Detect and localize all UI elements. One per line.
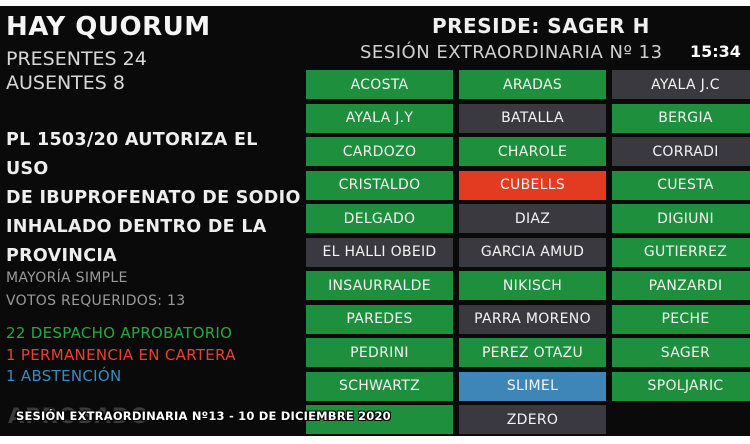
legislator-cell: PECHE (612, 304, 750, 334)
legislator-cell: DELGADO (306, 204, 453, 233)
result-abstention: 1 ABSTENCIÓN (6, 367, 122, 385)
legislator-cell: ARADAS (459, 70, 606, 99)
legislator-cell: SAGER (612, 338, 750, 367)
result-approve: 22 DESPACHO APROBATORIO (6, 324, 233, 342)
legislator-cell: DIGIUNI (612, 204, 750, 233)
voting-board: HAY QUORUM PRESENTES 24 AUSENTES 8 PL 15… (0, 6, 750, 436)
legislator-cell: CRISTALDO (306, 170, 453, 200)
legislator-cell: BATALLA (459, 103, 606, 133)
bill-line: INHALADO DENTRO DE LA (6, 217, 267, 237)
majority-type: MAYORÍA SIMPLE (6, 270, 128, 286)
bill-line: PL 1503/20 AUTORIZA EL USO (6, 130, 258, 179)
clock: 15:34 (690, 42, 741, 61)
legislator-cell: SLIMEL (459, 371, 606, 401)
legislator-cell (306, 405, 453, 434)
legislator-cell: PANZARDI (612, 271, 750, 300)
president-label: PRESIDE: SAGER H (432, 14, 650, 38)
ausentes-count: AUSENTES 8 (6, 72, 125, 94)
session-footer: SESIÓN EXTRAORDINARIA Nº13 - 10 DE DICIE… (16, 409, 391, 423)
legislator-cell: PARRA MORENO (459, 304, 606, 334)
legislator-cell: CUESTA (612, 170, 750, 200)
approved-watermark: APROBADO (8, 404, 150, 428)
quorum-status: HAY QUORUM (6, 12, 211, 42)
legislator-cell: CHAROLE (459, 137, 606, 166)
presentes-count: PRESENTES 24 (6, 48, 147, 70)
legislator-cell: AYALA J.C (612, 70, 750, 99)
legislator-cell: AYALA J.Y (306, 103, 453, 133)
legislator-cell: INSAURRALDE (306, 271, 453, 300)
bill-line: DE IBUPROFENATO DE SODIO (6, 188, 301, 208)
votes-required: VOTOS REQUERIDOS: 13 (6, 293, 186, 309)
legislator-cell: NIKISCH (459, 271, 606, 300)
bill-description: PL 1503/20 AUTORIZA EL USO DE IBUPROFENA… (6, 126, 306, 271)
legislator-cell: PEDRINI (306, 338, 453, 367)
bill-line: PROVINCIA (6, 246, 118, 266)
legislator-cell: EL HALLI OBEID (306, 237, 453, 267)
legislator-cell: PEREZ OTAZU (459, 338, 606, 367)
legislator-cell: CORRADI (612, 137, 750, 166)
legislator-cell: SCHWARTZ (306, 371, 453, 401)
legislator-cell: CARDOZO (306, 137, 453, 166)
legislator-cell: ACOSTA (306, 70, 453, 99)
legislator-cell: ZDERO (459, 405, 606, 434)
legislator-cell: PAREDES (306, 304, 453, 334)
session-title: SESIÓN EXTRAORDINARIA Nº 13 (360, 42, 663, 63)
session-summary-panel: HAY QUORUM PRESENTES 24 AUSENTES 8 PL 15… (0, 6, 300, 436)
legislator-cell: GUTIERREZ (612, 237, 750, 267)
legislator-cell: BERGIA (612, 103, 750, 133)
legislator-cell: GARCIA AMUD (459, 237, 606, 267)
result-permanence: 1 PERMANENCIA EN CARTERA (6, 346, 236, 364)
legislator-cell: CUBELLS (459, 170, 606, 200)
legislator-cell: DIAZ (459, 204, 606, 233)
legislator-cell: SPOLJARIC (612, 371, 750, 401)
